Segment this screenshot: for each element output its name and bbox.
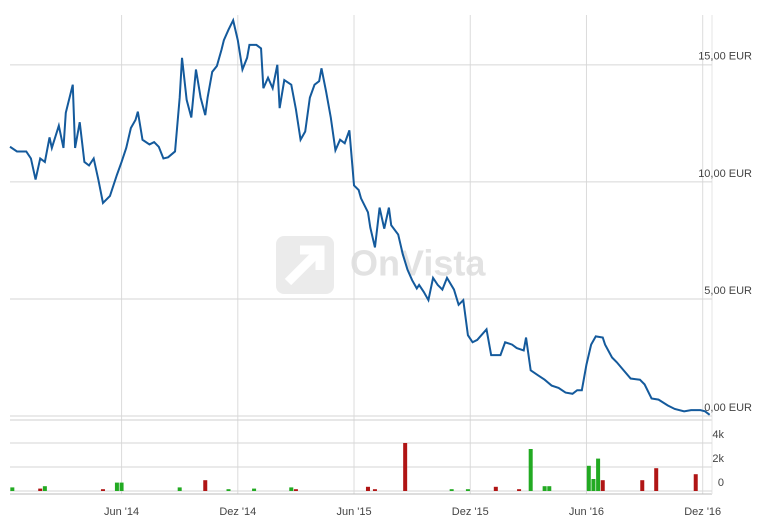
volume-bar (289, 487, 294, 491)
volume-bar (403, 443, 408, 491)
volume-bar (640, 480, 645, 491)
volume-bar (177, 487, 182, 491)
volume-bar (586, 465, 591, 491)
volume-bar (10, 487, 15, 491)
logo-arrow (284, 245, 325, 286)
volume-bar (203, 480, 208, 491)
volume-bar (119, 482, 124, 491)
volume-bar (293, 489, 298, 491)
watermark: OnVista (350, 243, 486, 284)
volume-bar (365, 486, 370, 491)
x-tick-label: Dez '14 (219, 506, 256, 518)
volume-bar (600, 480, 605, 491)
volume-bar (226, 489, 231, 491)
volume-bar (38, 488, 43, 491)
y-tick-label: 10,00 EUR (698, 168, 752, 180)
y-tick-label: 5,00 EUR (704, 285, 752, 297)
volume-bar (528, 449, 533, 491)
volume-bar (654, 468, 659, 491)
volume-bar (449, 489, 454, 491)
volume-bar (517, 489, 522, 491)
x-tick-label: Dez '16 (684, 506, 721, 518)
y-tick-label: 4k (712, 429, 724, 441)
x-tick-label: Jun '16 (569, 506, 604, 518)
volume-bar (114, 482, 119, 491)
volume-bar (547, 486, 552, 491)
volume-bar (252, 488, 257, 491)
x-tick-label: Jun '14 (104, 506, 139, 518)
x-tick-label: Jun '15 (336, 506, 371, 518)
y-tick-label: 0 (718, 477, 724, 489)
y-tick-label: 2k (712, 453, 724, 465)
x-tick-label: Dez '15 (452, 506, 489, 518)
volume-bar (591, 479, 596, 491)
volume-bar (493, 486, 498, 491)
volume-bar (100, 489, 105, 491)
watermark-logo (276, 236, 334, 294)
volume-bar (596, 458, 601, 491)
y-tick-label: 0,00 EUR (704, 402, 752, 414)
price-line (9, 17, 711, 416)
volume-bar (42, 486, 47, 491)
volume-bar (542, 486, 547, 491)
volume-bar (372, 489, 377, 491)
y-tick-label: 15,00 EUR (698, 51, 752, 63)
volume-bar (693, 474, 698, 491)
volume-bar (465, 489, 470, 491)
